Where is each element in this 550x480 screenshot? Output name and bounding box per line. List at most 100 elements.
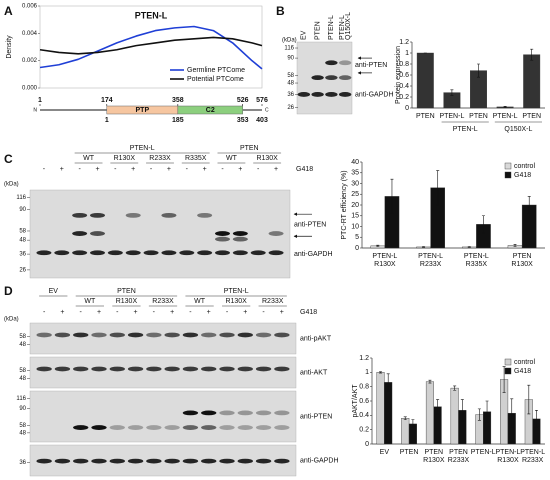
bar <box>425 381 434 445</box>
blot-band <box>91 366 107 372</box>
blot-band <box>255 332 272 338</box>
error-bar <box>450 89 454 96</box>
subgroup-label: R130X <box>225 298 247 305</box>
blot-band <box>325 92 338 97</box>
marker-label: 36 <box>19 252 26 258</box>
blot-band <box>201 332 217 338</box>
treatment-sign: + <box>60 309 64 316</box>
blot-band <box>255 425 272 430</box>
error-bar <box>376 244 380 247</box>
blot-band <box>255 410 272 416</box>
blot-band <box>274 366 290 372</box>
series-line <box>39 25 263 70</box>
x-tick-label: PTEN-L <box>372 253 397 260</box>
blot-band <box>232 236 248 242</box>
group-label: PTEN-L <box>453 126 478 133</box>
x-tick-label: PTEN <box>400 449 419 456</box>
error-bar <box>403 416 407 420</box>
panel-label: B <box>276 4 285 18</box>
blot-band <box>237 425 253 430</box>
subgroup-label: WT <box>83 155 95 162</box>
subgroup-label: R233X <box>152 298 174 305</box>
bar <box>523 54 541 109</box>
blot-band <box>54 458 71 464</box>
y-tick-label: 1 <box>405 50 409 57</box>
marker-label: 36 <box>19 460 26 466</box>
treatment-sign: + <box>207 309 211 316</box>
bar <box>376 372 385 445</box>
treatment-sign: - <box>262 309 265 316</box>
treatment-sign: - <box>186 166 189 173</box>
blot-band <box>197 212 213 218</box>
domain-label: C2 <box>206 107 215 114</box>
antibody-label: anti-AKT <box>300 369 328 376</box>
bar <box>416 52 434 109</box>
y-tick-label: 0.8 <box>359 384 369 391</box>
y-tick-label: 35 <box>351 170 359 177</box>
subgroup-label: R130X <box>116 298 138 305</box>
blot-band <box>107 250 123 256</box>
antibody-label: anti-GAPDH <box>294 251 333 258</box>
group-label: PTEN <box>240 145 259 152</box>
y-tick-label: 30 <box>351 180 359 187</box>
treatment-sign: - <box>150 166 153 173</box>
y-tick-label: 0 <box>355 245 359 252</box>
marker-label: 48 <box>19 430 26 436</box>
y-tick-label: 15 <box>351 213 359 220</box>
blot-band <box>73 425 89 430</box>
blot-band <box>72 231 88 236</box>
blot-band <box>232 231 248 236</box>
y-tick-label: 1.2 <box>399 39 409 46</box>
blot-band <box>325 75 338 81</box>
x-tick-label: PTEN-L <box>464 253 489 260</box>
marker-label: 48 <box>19 238 26 244</box>
blot-band <box>179 250 195 256</box>
blot-band <box>54 250 70 256</box>
blot-image <box>29 444 297 477</box>
treatment-sign: + <box>274 166 278 173</box>
plot-frame <box>39 5 263 89</box>
y-tick-label: 5 <box>355 234 359 241</box>
blot-band <box>215 231 230 236</box>
x-tick-label: PTEN <box>469 113 488 120</box>
legend-swatch <box>504 358 512 366</box>
x-tick-label: PTEN-L <box>495 449 520 456</box>
blot-band <box>109 425 125 430</box>
marker-label: 90 <box>287 56 294 62</box>
blot-band <box>197 250 213 256</box>
blot-band <box>127 425 144 430</box>
blot-band <box>219 458 235 464</box>
blot-band <box>127 458 144 464</box>
blot-band <box>161 250 177 256</box>
error-bar <box>481 215 485 234</box>
y-axis-label: PTC-RT efficiency (%) <box>341 170 348 239</box>
blot-band <box>36 366 52 372</box>
x-tick-label: R130X <box>497 457 519 464</box>
marker-label: 58 <box>19 423 26 429</box>
treatment-sign: - <box>189 309 192 316</box>
blot-band <box>297 92 311 97</box>
x-tick-label: R233X <box>448 457 470 464</box>
y-tick-label: 0.6 <box>399 72 409 79</box>
antibody-label: anti-GAPDH <box>300 457 339 464</box>
treatment-sign: - <box>116 309 119 316</box>
error-bar <box>527 196 531 214</box>
blot-band <box>164 366 180 372</box>
error-bar <box>436 170 440 206</box>
treatment-sign: - <box>43 309 46 316</box>
legend-label: control <box>514 359 535 366</box>
blot-band <box>127 332 144 338</box>
marker-label: 116 <box>16 195 26 201</box>
marker-label: 116 <box>284 46 294 52</box>
x-tick-label: R130X <box>511 261 533 268</box>
blot-band <box>73 458 89 464</box>
treatment-sign: + <box>131 166 135 173</box>
lane-label: EV <box>301 30 308 40</box>
blot-band <box>274 332 290 338</box>
blot-band <box>182 458 199 464</box>
error-bar <box>527 384 531 415</box>
kda-label: (kDa) <box>4 182 19 188</box>
treatment-sign: + <box>95 166 99 173</box>
y-axis-label: Protein expression <box>395 46 402 104</box>
